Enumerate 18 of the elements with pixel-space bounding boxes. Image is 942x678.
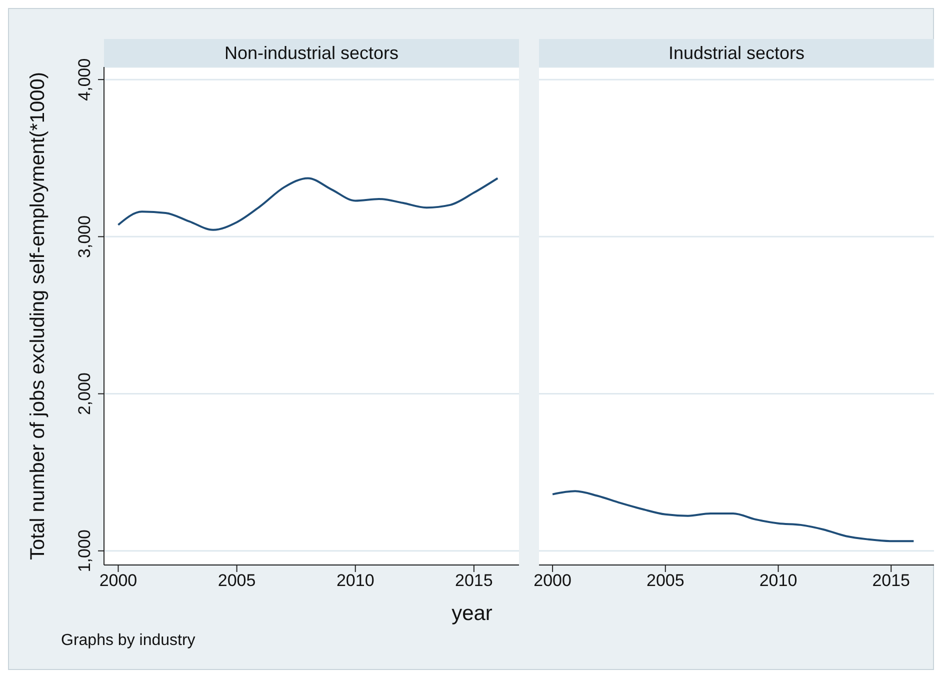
x-tick-label: 2005	[218, 571, 256, 590]
y-tick-label: 1,000	[75, 530, 94, 572]
x-tick-label: 2000	[534, 571, 572, 590]
y-tick-label: 3,000	[75, 215, 94, 258]
x-tick-label: 2015	[455, 571, 493, 590]
x-tick-label: 2005	[646, 571, 684, 590]
line-series	[117, 177, 499, 231]
text: Graphs by industry	[61, 632, 196, 650]
x-tick-label: 2015	[872, 571, 910, 590]
x-axis-title: year	[450, 602, 494, 626]
chart-title: Inudstrial sectors	[539, 39, 934, 67]
y-tick-label: 4,000	[75, 58, 94, 101]
chart-title: Non-industrial sectors	[104, 39, 519, 67]
y-axis-title: Total number of jobs excluding self-employment(*1000)	[27, 72, 50, 560]
x-tick-label: 2010	[336, 571, 374, 590]
x-tick-label: 2000	[99, 571, 138, 590]
y-tick-label: 2,000	[75, 372, 94, 416]
x-tick-label: 2010	[759, 571, 798, 590]
